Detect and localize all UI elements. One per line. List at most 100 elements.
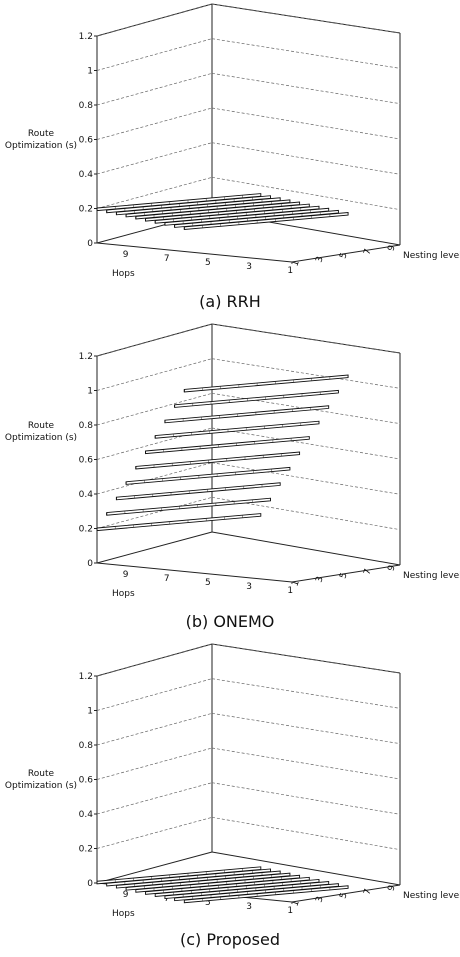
hops-tick-label: 3 (246, 902, 252, 912)
hops-tick-label: 3 (246, 262, 252, 272)
z-tick-label: 0.2 (79, 525, 93, 535)
z-tick-label: 0.8 (79, 741, 94, 751)
proposed-3d-chart: 0 0.2 0.4 0.6 0.8 1 1.2 9 7 5 3 1 Hops 1 3 5 7 9 Nesting l… (79, 643, 460, 919)
hops-tick-label: 3 (246, 582, 252, 592)
nesting-tick-label: 9 (386, 884, 397, 893)
chart-caption: (a) RRH (199, 292, 261, 311)
grid-lines (96, 3, 401, 211)
nesting-tick-label: 1 (290, 259, 301, 268)
z-tick-label: 0.4 (79, 490, 94, 500)
z-tick-label: 0.4 (79, 170, 94, 180)
z-tick-label: 0 (87, 559, 93, 569)
grid-line (211, 142, 401, 175)
bar-row (154, 420, 320, 439)
chart-caption: (c) Proposed (179, 930, 281, 949)
nesting-tick-label: 5 (338, 572, 349, 581)
grid-line (96, 107, 213, 140)
hops-axis-label: Hops (112, 909, 135, 919)
grid-line (96, 747, 213, 780)
grid-line (211, 3, 401, 34)
nesting-tick-label: 9 (386, 244, 397, 253)
z-axis-label: Route Optimization (s) (4, 421, 78, 443)
grid-line (211, 427, 401, 460)
hops-tick-label: 7 (164, 894, 170, 904)
nesting-axis-label: Nesting level (403, 891, 460, 901)
nesting-tick-label: 3 (314, 255, 325, 264)
z-tick-label: 1 (87, 387, 93, 397)
bar-row (125, 466, 291, 485)
z-tick-label: 0.6 (79, 776, 94, 786)
z-axis-label: Route Optimization (s) (4, 769, 78, 791)
axes-frame (96, 643, 401, 903)
hops-tick-label: 7 (164, 254, 170, 264)
chart-panel-proposed: 0 0.2 0.4 0.6 0.8 1 1.2 9 7 5 3 1 Hops 1 3 5 7 9 Nesting l… (0, 640, 460, 957)
grid-line (96, 712, 213, 746)
z-tick-label: 0 (87, 879, 93, 889)
nesting-axis-line (291, 564, 401, 583)
grid-line (96, 142, 213, 175)
hops-tick-label: 7 (164, 574, 170, 584)
grid-line (211, 323, 401, 354)
z-tick-label: 0.8 (79, 101, 94, 111)
hops-tick-label: 9 (123, 570, 129, 580)
grid-line (211, 643, 401, 674)
z-tick-label: 1 (87, 707, 93, 717)
hops-tick-label: 9 (123, 890, 129, 900)
chart-caption: (b) ONEMO (185, 612, 275, 631)
z-tick-label: 0.6 (79, 136, 94, 146)
grid-line (211, 712, 401, 745)
hops-tick-label: 1 (287, 906, 293, 916)
grid-line (211, 747, 401, 780)
z-tick-label: 0.2 (79, 205, 93, 215)
grid-line (211, 107, 401, 140)
top-left-edge (96, 323, 213, 357)
z-tick-label: 0 (87, 239, 93, 249)
nesting-tick-label: 7 (362, 888, 373, 897)
nesting-axis-line (291, 244, 401, 263)
nesting-axis-line (291, 884, 401, 903)
grid-lines (96, 323, 401, 531)
grid-line (96, 358, 213, 391)
hops-tick-label: 5 (205, 898, 211, 908)
grid-line (211, 72, 401, 105)
grid-line (96, 782, 213, 815)
grid-line (211, 38, 401, 69)
bar-row (164, 405, 330, 424)
nesting-tick-label: 3 (314, 575, 325, 584)
hops-axis-label: Hops (112, 269, 135, 279)
onemo-3d-chart: 0 0.2 0.4 0.6 0.8 1 1.2 9 7 5 3 1 Hops 1 3 5 7 9 Nesting l… (79, 323, 460, 599)
bar-series-group (96, 866, 349, 904)
nesting-tick-label: 1 (290, 579, 301, 588)
z-tick-label: 1.2 (79, 352, 93, 362)
chart-panel-rrh: 0 0.2 0.4 0.6 0.8 1 1.2 9 7 5 3 1 Hops 1 3 5 7 9 Nesting l… (0, 0, 460, 320)
bar-series-group (96, 193, 349, 230)
bar-series-group (96, 374, 349, 532)
bar-row (115, 482, 281, 501)
nesting-tick-label: 7 (362, 248, 373, 257)
top-left-edge (96, 3, 213, 37)
hops-tick-label: 1 (287, 266, 293, 276)
nesting-tick-label: 5 (338, 892, 349, 901)
grid-line (211, 176, 401, 211)
grid-line (96, 38, 213, 71)
hops-tick-label: 9 (123, 250, 129, 260)
bar-row (135, 451, 301, 470)
grid-line (211, 358, 401, 389)
nesting-tick-label: 1 (290, 899, 301, 908)
floor-back-right-edge (211, 531, 401, 566)
hops-tick-label: 5 (205, 258, 211, 268)
hops-tick-label: 5 (205, 578, 211, 588)
grid-line (96, 678, 213, 711)
rrh-3d-chart: 0 0.2 0.4 0.6 0.8 1 1.2 9 7 5 3 1 Hops 1 3 5 7 9 Nesting l… (79, 3, 460, 279)
hops-axis-line (96, 242, 293, 263)
z-tick-label: 1.2 (79, 672, 93, 682)
z-tick-label: 1 (87, 67, 93, 77)
axes-frame (96, 323, 401, 583)
grid-line (211, 782, 401, 815)
z-axis-label: Route Optimization (s) (4, 129, 78, 151)
grid-lines (96, 643, 401, 851)
z-tick-label: 0.6 (79, 456, 94, 466)
bar-row (106, 497, 271, 516)
z-tick-label: 0.2 (79, 845, 93, 855)
nesting-tick-label: 9 (386, 564, 397, 573)
